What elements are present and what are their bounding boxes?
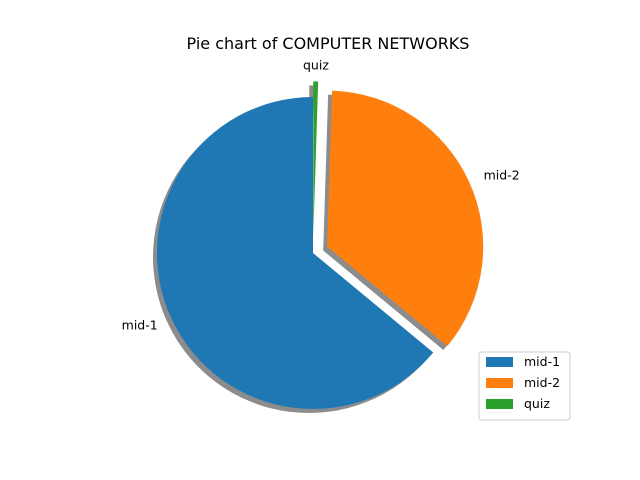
legend-label-mid-1: mid-1	[524, 354, 560, 369]
legend-label-quiz: quiz	[524, 396, 550, 411]
legend: mid-1 mid-2 quiz	[478, 351, 571, 421]
chart-title: Pie chart of COMPUTER NETWORKS	[187, 34, 470, 53]
legend-swatch-mid-2	[486, 378, 513, 388]
label-layer: mid-1 mid-2 quiz	[122, 57, 520, 332]
slice-label-quiz: quiz	[303, 57, 329, 72]
legend-swatch-mid-1	[486, 357, 513, 367]
slice-label-mid-2: mid-2	[484, 167, 520, 182]
pie-slice-mid-2	[327, 90, 484, 347]
slice-label-mid-1: mid-1	[122, 318, 158, 333]
legend-label-mid-2: mid-2	[524, 375, 560, 390]
slice-layer	[157, 81, 484, 409]
pie-slice-mid-1	[157, 97, 434, 409]
legend-swatch-quiz	[486, 399, 513, 409]
pie-slice-quiz	[313, 81, 319, 238]
